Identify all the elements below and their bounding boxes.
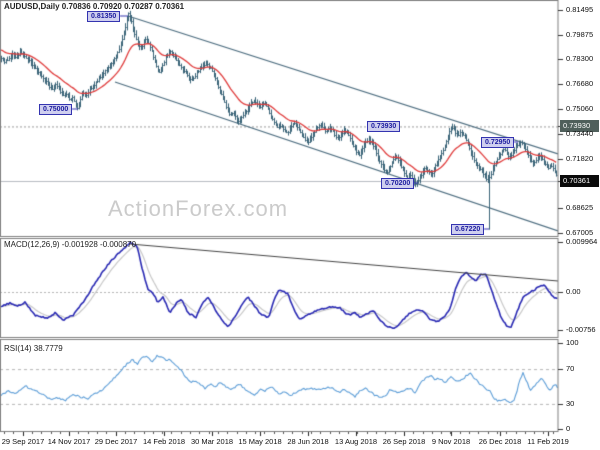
rsi-scale-label: 0 (566, 424, 571, 433)
price-scale-label: 0.81495 (566, 5, 594, 14)
date-axis-label: 13 Aug 2018 (334, 437, 378, 446)
date-axis-label: 29 Sep 2017 (1, 437, 45, 446)
date-axis-label: 28 Jun 2018 (287, 437, 329, 446)
watermark: ActionForex.com (108, 196, 289, 221)
date-axis-label: 26 Dec 2018 (478, 437, 522, 446)
rsi-scale-label: 70 (566, 364, 575, 373)
price-annotation: 0.70200 (381, 178, 415, 189)
price-scale-label: 0.76680 (566, 79, 594, 88)
date-axis-label: 9 Nov 2018 (431, 437, 471, 446)
rsi-indicator-label: RSI(14) 38.7779 (4, 344, 63, 353)
date-axis-label: 11 Feb 2019 (527, 437, 569, 446)
price-scale-current-badge: 0.70361 (560, 175, 599, 187)
macd-indicator-label: MACD(12,26,9) -0.001928 -0.000870 (4, 240, 137, 249)
price-scale-level-badge: 0.73930 (560, 120, 599, 132)
price-scale-label: 0.78300 (566, 54, 594, 63)
price-scale-label: 0.68625 (566, 203, 594, 212)
date-axis-label: 30 Mar 2018 (190, 437, 234, 446)
price-scale-label: 0.67005 (566, 228, 594, 237)
rsi-scale-label: 30 (566, 399, 575, 408)
macd-scale-label: -0.00756 (566, 325, 596, 334)
chart-title-ohlc: AUDUSD,Daily 0.70836 0.70920 0.70287 0.7… (4, 2, 185, 11)
price-annotation: 0.73930 (367, 121, 401, 132)
price-scale-label: 0.73440 (566, 129, 594, 138)
price-annotation: 0.75000 (39, 104, 73, 115)
price-annotation: 0.72950 (481, 137, 515, 148)
date-axis-label: 29 Dec 2017 (94, 437, 138, 446)
price-annotation: 0.81350 (87, 11, 121, 22)
price-scale-label: 0.71820 (566, 154, 594, 163)
date-axis-label: 15 May 2018 (238, 437, 282, 446)
rsi-scale-label: 100 (566, 338, 579, 347)
date-axis-label: 26 Sep 2018 (382, 437, 426, 446)
price-annotation: 0.67220 (451, 224, 485, 235)
macd-scale-label: 0.00 (566, 287, 581, 296)
macd-scale-label: 0.009964 (566, 237, 598, 246)
date-axis-label: 14 Nov 2017 (47, 437, 91, 446)
price-scale-label: 0.79875 (566, 30, 594, 39)
price-scale-label: 0.75060 (566, 104, 594, 113)
date-axis-label: 14 Feb 2018 (142, 437, 186, 446)
